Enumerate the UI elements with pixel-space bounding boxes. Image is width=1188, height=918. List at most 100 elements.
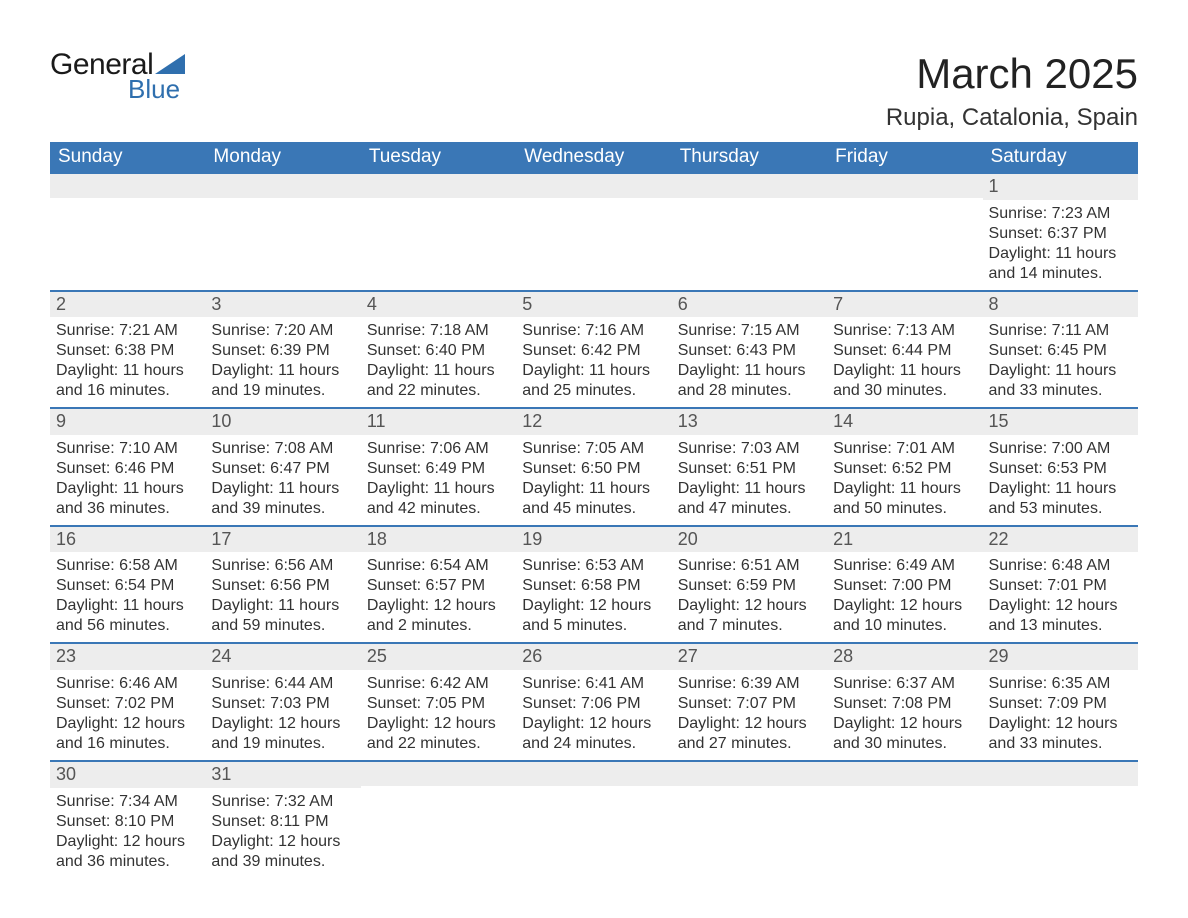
calendar-week-row: 2Sunrise: 7:21 AMSunset: 6:38 PMDaylight… bbox=[50, 291, 1138, 409]
sunset-text: Sunset: 6:52 PM bbox=[833, 459, 976, 479]
sunset-text: Sunset: 6:44 PM bbox=[833, 341, 976, 361]
weekday-header: Monday bbox=[205, 142, 360, 173]
day-number bbox=[50, 174, 205, 198]
logo: General Blue bbox=[50, 50, 185, 102]
daylight-text: Daylight: 12 hours and 16 minutes. bbox=[56, 714, 199, 754]
sunset-text: Sunset: 7:08 PM bbox=[833, 694, 976, 714]
calendar-day-cell bbox=[827, 173, 982, 291]
sunset-text: Sunset: 7:00 PM bbox=[833, 576, 976, 596]
day-number bbox=[516, 762, 671, 786]
day-details: Sunrise: 7:11 AMSunset: 6:45 PMDaylight:… bbox=[983, 317, 1138, 407]
calendar-day-cell bbox=[205, 173, 360, 291]
day-number: 7 bbox=[827, 292, 982, 318]
calendar-day-cell: 16Sunrise: 6:58 AMSunset: 6:54 PMDayligh… bbox=[50, 526, 205, 644]
sunrise-text: Sunrise: 6:53 AM bbox=[522, 556, 665, 576]
sunset-text: Sunset: 8:11 PM bbox=[211, 812, 354, 832]
sunrise-text: Sunrise: 7:13 AM bbox=[833, 321, 976, 341]
day-details bbox=[983, 786, 1138, 796]
calendar-day-cell bbox=[827, 761, 982, 878]
day-details: Sunrise: 7:18 AMSunset: 6:40 PMDaylight:… bbox=[361, 317, 516, 407]
day-number: 8 bbox=[983, 292, 1138, 318]
sunset-text: Sunset: 6:50 PM bbox=[522, 459, 665, 479]
day-number bbox=[827, 762, 982, 786]
calendar-day-cell: 9Sunrise: 7:10 AMSunset: 6:46 PMDaylight… bbox=[50, 408, 205, 526]
sunrise-text: Sunrise: 6:46 AM bbox=[56, 674, 199, 694]
sunset-text: Sunset: 7:07 PM bbox=[678, 694, 821, 714]
day-number: 28 bbox=[827, 644, 982, 670]
logo-text-blue: Blue bbox=[128, 76, 185, 102]
day-number: 13 bbox=[672, 409, 827, 435]
day-details bbox=[50, 198, 205, 208]
sunset-text: Sunset: 6:43 PM bbox=[678, 341, 821, 361]
day-details bbox=[516, 198, 671, 208]
sunset-text: Sunset: 6:51 PM bbox=[678, 459, 821, 479]
calendar-day-cell bbox=[516, 761, 671, 878]
sunrise-text: Sunrise: 6:58 AM bbox=[56, 556, 199, 576]
day-details bbox=[361, 198, 516, 208]
day-details: Sunrise: 6:51 AMSunset: 6:59 PMDaylight:… bbox=[672, 552, 827, 642]
daylight-text: Daylight: 12 hours and 2 minutes. bbox=[367, 596, 510, 636]
day-details: Sunrise: 7:34 AMSunset: 8:10 PMDaylight:… bbox=[50, 788, 205, 878]
daylight-text: Daylight: 12 hours and 13 minutes. bbox=[989, 596, 1132, 636]
sunset-text: Sunset: 7:01 PM bbox=[989, 576, 1132, 596]
calendar-week-row: 9Sunrise: 7:10 AMSunset: 6:46 PMDaylight… bbox=[50, 408, 1138, 526]
day-details: Sunrise: 7:03 AMSunset: 6:51 PMDaylight:… bbox=[672, 435, 827, 525]
daylight-text: Daylight: 12 hours and 36 minutes. bbox=[56, 832, 199, 872]
sunrise-text: Sunrise: 7:34 AM bbox=[56, 792, 199, 812]
daylight-text: Daylight: 12 hours and 5 minutes. bbox=[522, 596, 665, 636]
sunrise-text: Sunrise: 7:00 AM bbox=[989, 439, 1132, 459]
daylight-text: Daylight: 11 hours and 36 minutes. bbox=[56, 479, 199, 519]
day-number: 22 bbox=[983, 527, 1138, 553]
daylight-text: Daylight: 11 hours and 16 minutes. bbox=[56, 361, 199, 401]
day-details: Sunrise: 7:05 AMSunset: 6:50 PMDaylight:… bbox=[516, 435, 671, 525]
sunset-text: Sunset: 7:09 PM bbox=[989, 694, 1132, 714]
day-number: 18 bbox=[361, 527, 516, 553]
day-number: 25 bbox=[361, 644, 516, 670]
sunset-text: Sunset: 6:38 PM bbox=[56, 341, 199, 361]
day-details: Sunrise: 7:32 AMSunset: 8:11 PMDaylight:… bbox=[205, 788, 360, 878]
calendar-day-cell: 2Sunrise: 7:21 AMSunset: 6:38 PMDaylight… bbox=[50, 291, 205, 409]
day-number: 29 bbox=[983, 644, 1138, 670]
sunrise-text: Sunrise: 7:10 AM bbox=[56, 439, 199, 459]
calendar-day-cell: 13Sunrise: 7:03 AMSunset: 6:51 PMDayligh… bbox=[672, 408, 827, 526]
sunrise-text: Sunrise: 7:08 AM bbox=[211, 439, 354, 459]
day-number: 1 bbox=[983, 174, 1138, 200]
sunrise-text: Sunrise: 6:37 AM bbox=[833, 674, 976, 694]
sunrise-text: Sunrise: 7:18 AM bbox=[367, 321, 510, 341]
calendar-day-cell: 7Sunrise: 7:13 AMSunset: 6:44 PMDaylight… bbox=[827, 291, 982, 409]
calendar-day-cell: 24Sunrise: 6:44 AMSunset: 7:03 PMDayligh… bbox=[205, 643, 360, 761]
header-row: General Blue March 2025 Rupia, Catalonia… bbox=[50, 50, 1138, 132]
daylight-text: Daylight: 11 hours and 19 minutes. bbox=[211, 361, 354, 401]
calendar-day-cell: 31Sunrise: 7:32 AMSunset: 8:11 PMDayligh… bbox=[205, 761, 360, 878]
day-details bbox=[205, 198, 360, 208]
daylight-text: Daylight: 12 hours and 39 minutes. bbox=[211, 832, 354, 872]
calendar-body: 1Sunrise: 7:23 AMSunset: 6:37 PMDaylight… bbox=[50, 173, 1138, 878]
daylight-text: Daylight: 11 hours and 39 minutes. bbox=[211, 479, 354, 519]
calendar-day-cell bbox=[361, 173, 516, 291]
daylight-text: Daylight: 11 hours and 47 minutes. bbox=[678, 479, 821, 519]
sunset-text: Sunset: 6:54 PM bbox=[56, 576, 199, 596]
sunrise-text: Sunrise: 6:48 AM bbox=[989, 556, 1132, 576]
calendar-day-cell bbox=[361, 761, 516, 878]
day-number: 9 bbox=[50, 409, 205, 435]
sunset-text: Sunset: 6:40 PM bbox=[367, 341, 510, 361]
sunset-text: Sunset: 6:59 PM bbox=[678, 576, 821, 596]
sunset-text: Sunset: 6:45 PM bbox=[989, 341, 1132, 361]
day-details bbox=[361, 786, 516, 796]
sunset-text: Sunset: 6:53 PM bbox=[989, 459, 1132, 479]
day-details: Sunrise: 7:15 AMSunset: 6:43 PMDaylight:… bbox=[672, 317, 827, 407]
calendar-day-cell: 15Sunrise: 7:00 AMSunset: 6:53 PMDayligh… bbox=[983, 408, 1138, 526]
day-details: Sunrise: 6:54 AMSunset: 6:57 PMDaylight:… bbox=[361, 552, 516, 642]
day-number: 6 bbox=[672, 292, 827, 318]
calendar-table: SundayMondayTuesdayWednesdayThursdayFrid… bbox=[50, 142, 1138, 878]
day-number bbox=[983, 762, 1138, 786]
calendar-day-cell: 30Sunrise: 7:34 AMSunset: 8:10 PMDayligh… bbox=[50, 761, 205, 878]
calendar-day-cell: 21Sunrise: 6:49 AMSunset: 7:00 PMDayligh… bbox=[827, 526, 982, 644]
daylight-text: Daylight: 12 hours and 24 minutes. bbox=[522, 714, 665, 754]
day-number: 27 bbox=[672, 644, 827, 670]
calendar-day-cell bbox=[50, 173, 205, 291]
day-number: 11 bbox=[361, 409, 516, 435]
day-number: 14 bbox=[827, 409, 982, 435]
weekday-header: Friday bbox=[827, 142, 982, 173]
day-number: 2 bbox=[50, 292, 205, 318]
